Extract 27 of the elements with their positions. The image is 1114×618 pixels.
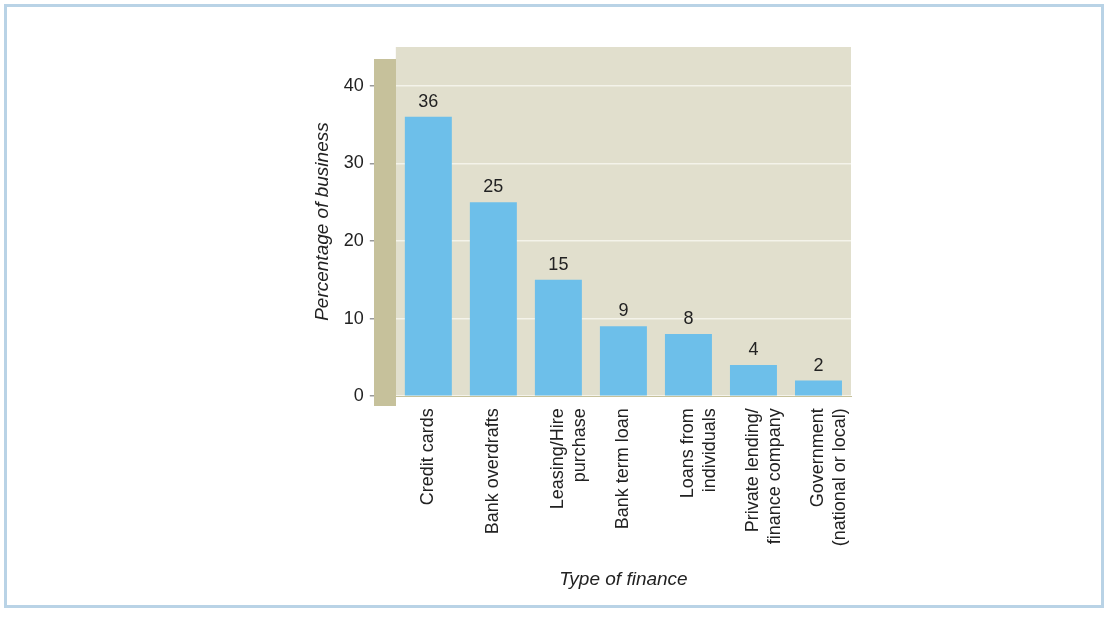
y-axis-title: Percentage of business bbox=[310, 121, 332, 321]
bar bbox=[729, 365, 777, 396]
y-tick-label: 10 bbox=[343, 307, 364, 328]
y-tick-label: 20 bbox=[343, 229, 364, 250]
bar bbox=[404, 116, 452, 396]
x-tick-label: Bank overdrafts bbox=[482, 408, 503, 535]
data-label: 25 bbox=[483, 176, 504, 197]
x-tick-label: Leasing/Hire purchase bbox=[547, 408, 589, 510]
data-label: 8 bbox=[683, 308, 694, 329]
bar bbox=[599, 326, 647, 396]
data-label: 15 bbox=[548, 253, 569, 274]
x-tick-label: Government (national or local) bbox=[807, 408, 850, 547]
bar bbox=[795, 380, 842, 396]
data-label: 2 bbox=[813, 354, 824, 375]
y-tick-label: 0 bbox=[353, 385, 364, 406]
bar bbox=[534, 279, 582, 396]
y-tick-label: 30 bbox=[343, 152, 364, 173]
x-axis-title: Type of finance bbox=[559, 567, 688, 589]
data-label: 36 bbox=[418, 90, 439, 111]
data-label: 4 bbox=[748, 339, 759, 360]
bar bbox=[469, 202, 517, 396]
x-tick-label: Bank term loan bbox=[612, 408, 633, 530]
x-tick-label: Credit cards bbox=[417, 408, 438, 506]
data-label: 9 bbox=[618, 300, 629, 321]
x-tick-label: Loans from individuals bbox=[677, 408, 720, 499]
y-tick-label: 40 bbox=[343, 74, 364, 95]
bar bbox=[664, 334, 712, 396]
